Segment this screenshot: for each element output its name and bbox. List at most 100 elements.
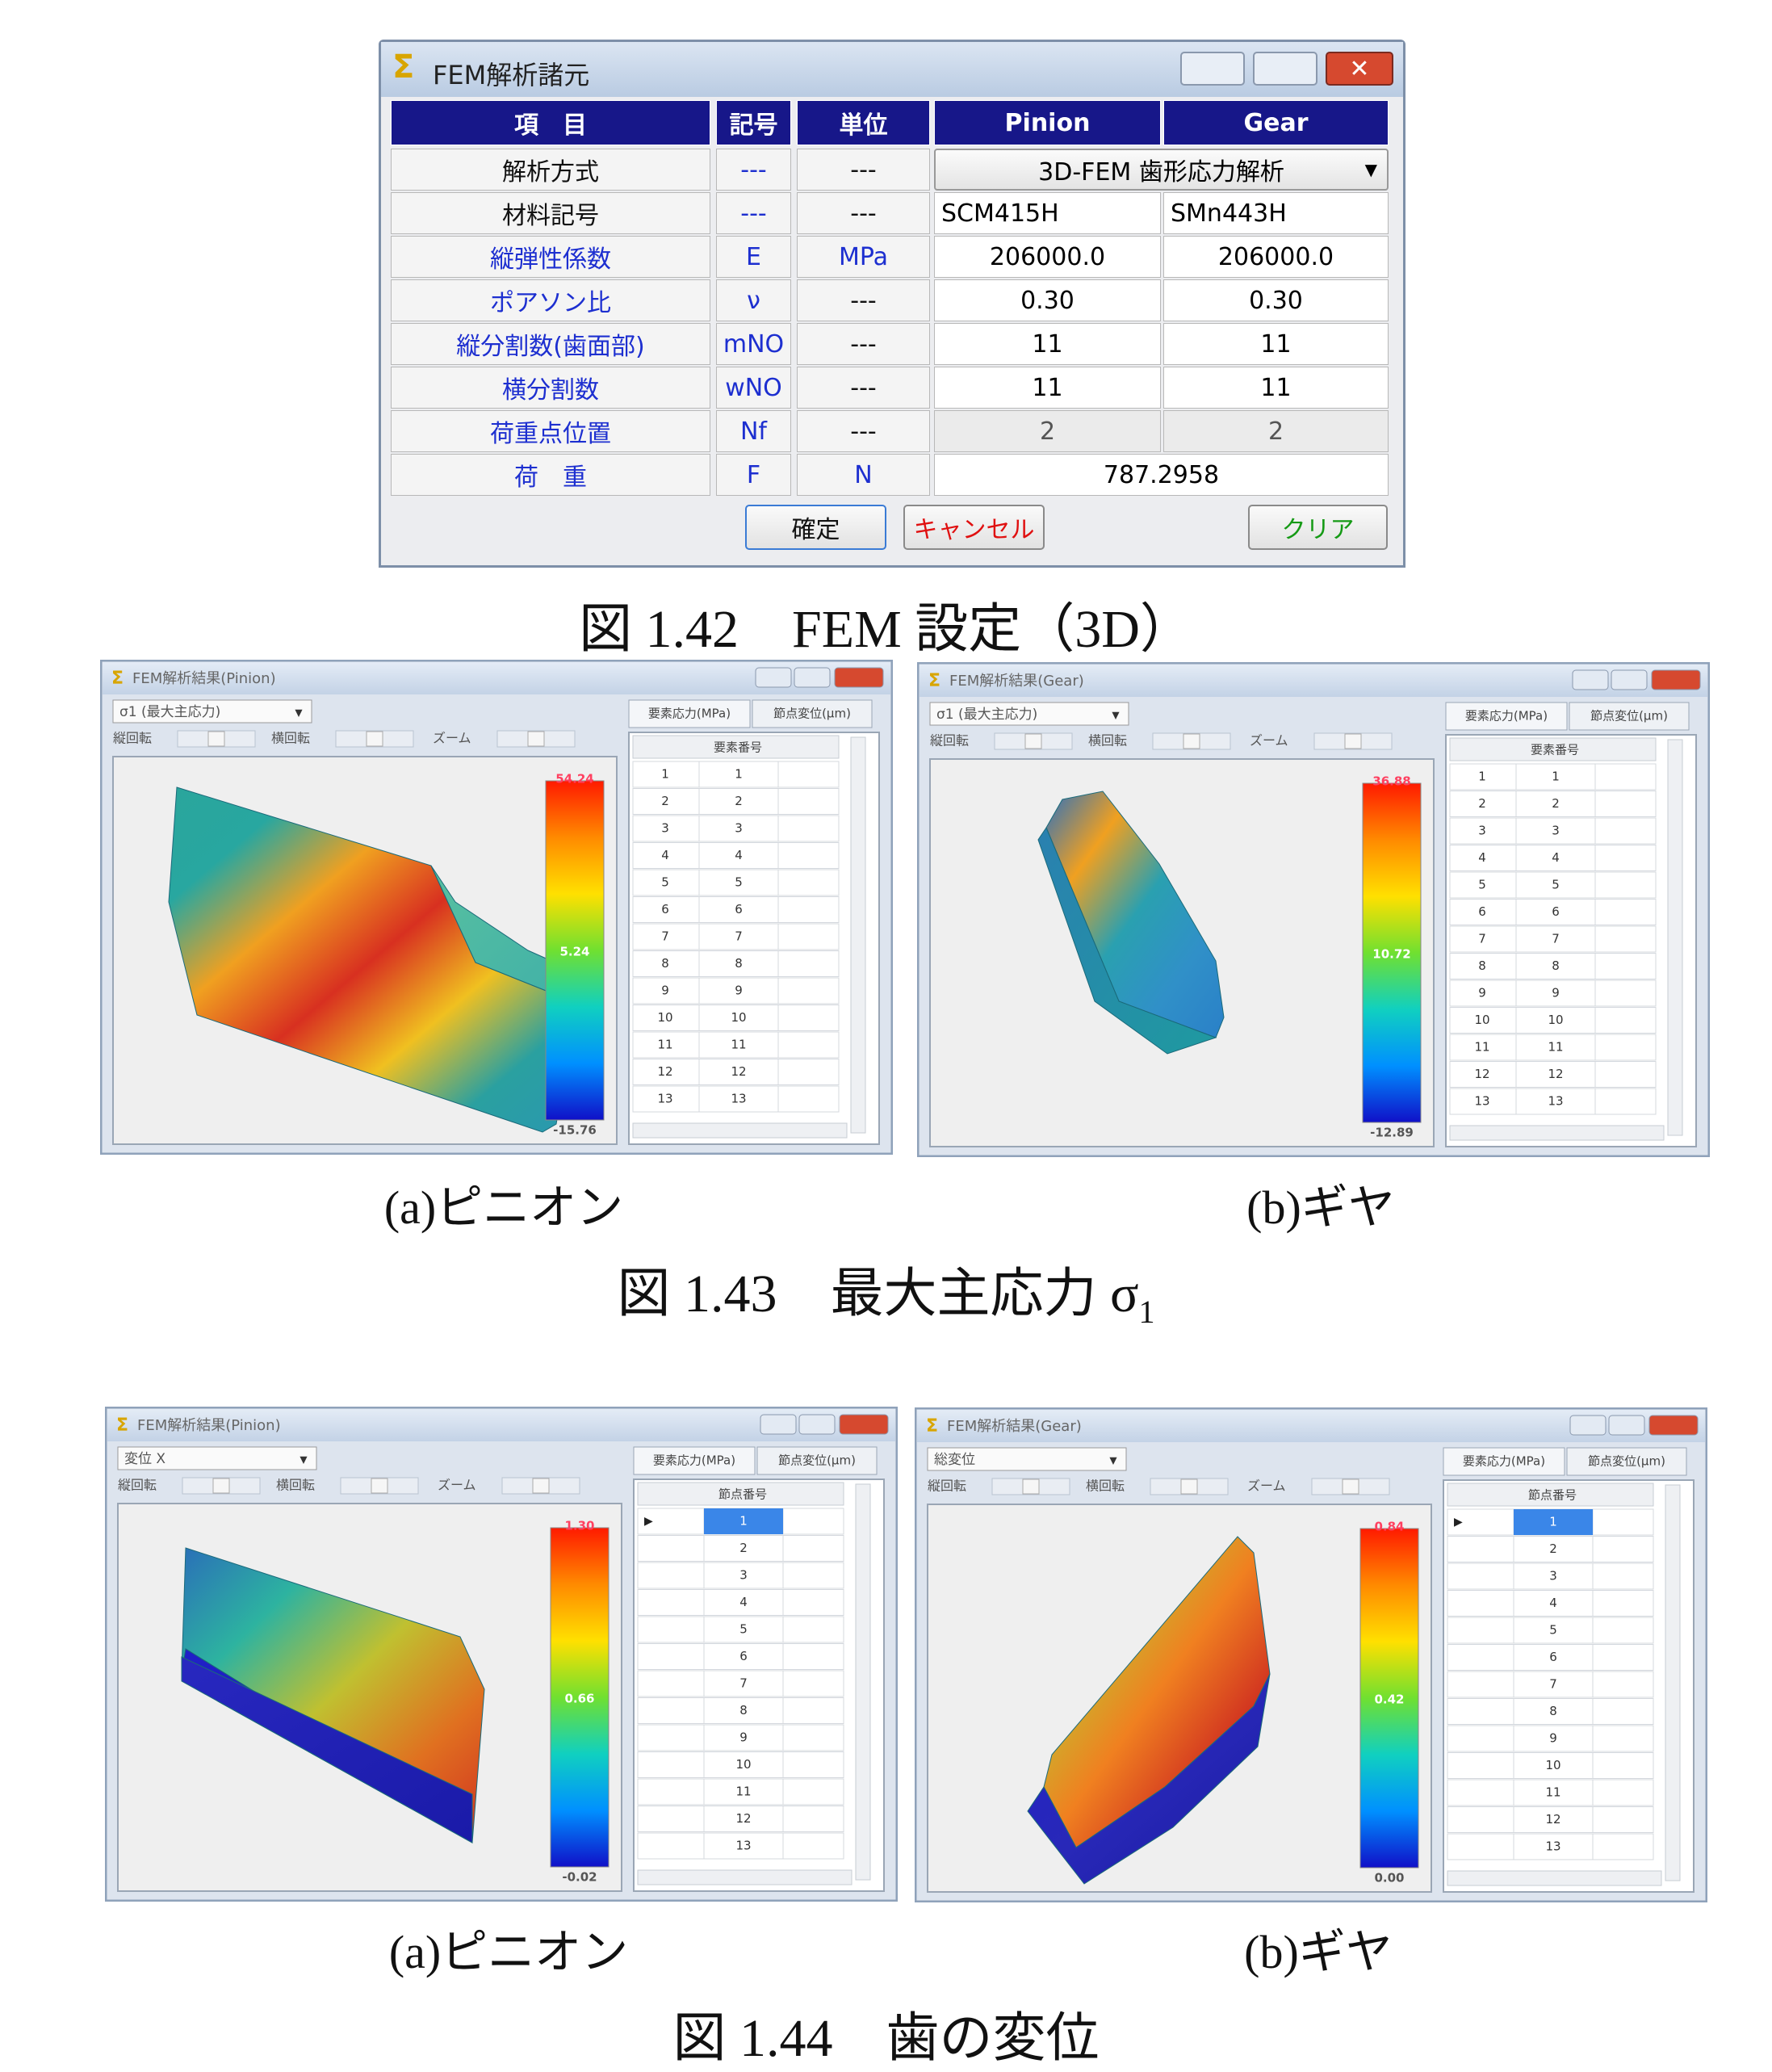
- tab[interactable]: [633, 1446, 756, 1475]
- maximize-button[interactable]: [794, 667, 831, 688]
- horizontal-scrollbar[interactable]: [632, 1122, 848, 1139]
- tab[interactable]: [752, 699, 873, 728]
- result-window: Σ FEM解析結果(Pinion) 変位 X ▼ 縦回転 横回転 ズーム 1.30 0.66 -0…: [105, 1407, 898, 1902]
- grid-row: [637, 1778, 844, 1806]
- grid-row: [632, 761, 840, 788]
- slider-thumb[interactable]: [1024, 733, 1042, 749]
- tab[interactable]: [1443, 1447, 1565, 1476]
- grid-row: [637, 1562, 844, 1589]
- dialog-button[interactable]: クリア: [1248, 505, 1388, 550]
- title-icon: Σ: [926, 1416, 938, 1437]
- slider-thumb[interactable]: [1342, 1479, 1359, 1495]
- close-button[interactable]: [1648, 1415, 1699, 1436]
- tab[interactable]: [1569, 702, 1690, 731]
- minimize-button[interactable]: [755, 667, 792, 688]
- horizontal-scrollbar[interactable]: [1447, 1870, 1662, 1886]
- table-cell: 206000.0: [934, 236, 1161, 278]
- mode-dropdown[interactable]: [117, 1446, 317, 1470]
- slider-thumb[interactable]: [527, 731, 545, 747]
- row-id: 12: [735, 1811, 751, 1826]
- minimize-button[interactable]: [1569, 1415, 1607, 1436]
- legend-label: 0.42: [1374, 1692, 1404, 1707]
- mode-dropdown[interactable]: [927, 1447, 1127, 1471]
- slider-thumb[interactable]: [1180, 1479, 1198, 1495]
- close-button[interactable]: ✕: [1326, 52, 1393, 86]
- row-id: 1: [739, 1514, 748, 1529]
- grid-row: [637, 1589, 844, 1616]
- close-button[interactable]: [834, 667, 884, 688]
- row-id: 3: [1549, 1569, 1557, 1583]
- table-cell: ---: [716, 192, 791, 234]
- maximize-button[interactable]: [798, 1414, 836, 1435]
- mode-dropdown-text: 総変位: [934, 1452, 975, 1468]
- grid-row: [637, 1806, 844, 1832]
- slider-thumb[interactable]: [1022, 1479, 1040, 1495]
- horizontal-scrollbar[interactable]: [1449, 1125, 1665, 1141]
- color-legend: [545, 780, 605, 1121]
- row-id: 10: [1548, 1013, 1563, 1027]
- row-index: 13: [657, 1092, 672, 1106]
- table-cell: wNO: [716, 367, 791, 409]
- grid-row: [637, 1535, 844, 1562]
- row-id: 12: [1545, 1812, 1560, 1827]
- row-index: 6: [1478, 904, 1486, 919]
- row-id: 11: [735, 1785, 751, 1799]
- vertical-scrollbar[interactable]: [1667, 739, 1683, 1136]
- vertical-scrollbar[interactable]: [855, 1483, 871, 1881]
- slider-thumb[interactable]: [1183, 733, 1200, 749]
- maximize-button[interactable]: [1253, 52, 1317, 86]
- row-id: 3: [739, 1568, 748, 1583]
- mode-dropdown[interactable]: [929, 702, 1129, 726]
- mode-dropdown[interactable]: [112, 699, 312, 724]
- row-id: 5: [739, 1622, 748, 1637]
- horizontal-scrollbar[interactable]: [637, 1869, 852, 1885]
- subcaption: (b)ギヤ: [1244, 1926, 1393, 1978]
- maximize-button[interactable]: [1611, 669, 1648, 690]
- slider-thumb[interactable]: [207, 731, 225, 747]
- tab[interactable]: [628, 699, 751, 728]
- vertical-scrollbar[interactable]: [1665, 1484, 1681, 1881]
- control-label: ズーム: [1247, 1479, 1286, 1494]
- grid-header: [1447, 1483, 1654, 1507]
- grid-row: [1449, 979, 1657, 1007]
- grid-row: [1449, 925, 1657, 953]
- analysis-dropdown[interactable]: 3D-FEM 歯形応力解析 ▼: [934, 149, 1389, 191]
- tab[interactable]: [1566, 1447, 1687, 1476]
- legend-label: 54.24: [555, 772, 593, 786]
- vertical-scrollbar[interactable]: [850, 736, 866, 1134]
- slider-thumb[interactable]: [532, 1478, 550, 1494]
- slider-thumb[interactable]: [366, 731, 383, 747]
- dropdown-arrow: ▼: [300, 1454, 308, 1466]
- title-icon: Σ: [116, 1416, 128, 1436]
- row-index: 7: [1478, 932, 1486, 946]
- row-id: 6: [1549, 1650, 1557, 1664]
- slider-thumb[interactable]: [1344, 733, 1362, 749]
- row-id: 1: [1549, 1515, 1557, 1529]
- row-id: 8: [1552, 958, 1560, 973]
- title-icon: Σ: [928, 671, 940, 691]
- row-id: 10: [1545, 1758, 1560, 1772]
- minimize-button[interactable]: [1572, 669, 1609, 690]
- table-cell: 11: [1163, 323, 1389, 365]
- grid-row: [632, 842, 840, 869]
- slider-thumb[interactable]: [212, 1478, 230, 1494]
- minimize-button[interactable]: [1180, 52, 1245, 86]
- table-cell: ---: [797, 279, 930, 321]
- grid-row: [632, 950, 840, 977]
- row-index: 6: [661, 902, 669, 916]
- maximize-button[interactable]: [1608, 1415, 1645, 1436]
- tab[interactable]: [756, 1446, 878, 1475]
- row-index: 11: [1474, 1040, 1489, 1055]
- dialog-title: FEM解析諸元: [433, 60, 590, 90]
- grid-row: [632, 923, 840, 950]
- row-id: 5: [1549, 1623, 1557, 1638]
- close-button[interactable]: [839, 1414, 889, 1435]
- minimize-button[interactable]: [760, 1414, 797, 1435]
- dialog-button[interactable]: キャンセル: [903, 505, 1045, 550]
- grid-row: [632, 815, 840, 842]
- close-button[interactable]: [1651, 669, 1701, 690]
- tab[interactable]: [1445, 702, 1568, 731]
- dialog-button[interactable]: 確定: [745, 505, 886, 550]
- slider-thumb[interactable]: [371, 1478, 388, 1494]
- row-index: 1: [661, 767, 669, 782]
